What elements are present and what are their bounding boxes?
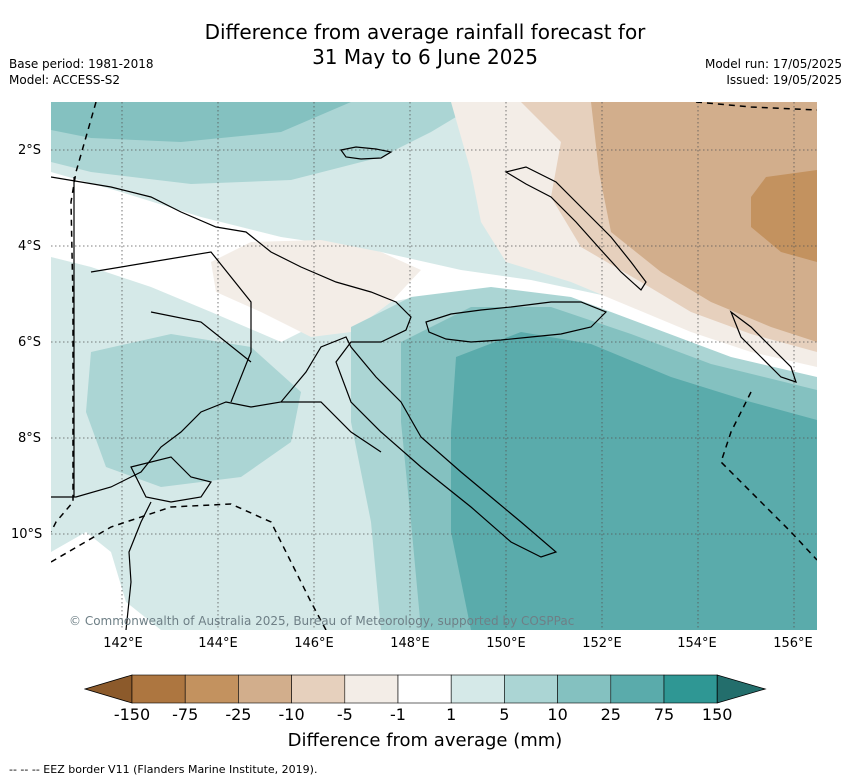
eez-footnote: -- -- -- EEZ border V11 (Flanders Marine… — [9, 763, 318, 776]
map-title-line2: 31 May to 6 June 2025 — [312, 45, 538, 69]
colorbar-segment — [610, 674, 665, 704]
graticule — [51, 102, 817, 630]
colorbar-segment — [238, 674, 292, 704]
band-10-25-northwest — [51, 102, 351, 142]
colorbar-segment — [131, 674, 186, 704]
colorbar-title: Difference from average (mm) — [287, 730, 563, 751]
near-average-band — [51, 172, 817, 402]
band-5-10-southwest — [86, 334, 301, 487]
colorbar-tick-label: -150 — [113, 705, 151, 724]
lon-label-152e: 152°E — [582, 636, 622, 651]
colorbar-segment — [397, 674, 452, 704]
colorbar-tick-label: 25 — [600, 705, 621, 724]
colorbar-tick-label: 150 — [701, 705, 733, 724]
lat-label-4s: 4°S — [18, 239, 42, 254]
colorbar-tick-label: -5 — [336, 705, 353, 724]
colorbar-segment — [663, 674, 718, 704]
colorbar-segment — [184, 674, 239, 704]
lat-label-10s: 10°S — [11, 527, 43, 542]
base-period-text: Base period: 1981-2018 — [9, 57, 154, 71]
colorbar-segment — [344, 674, 399, 704]
colorbar-tick-label: -1 — [390, 705, 406, 724]
map-canvas — [51, 102, 817, 630]
model-run-text: Model run: 17/05/2025 — [704, 57, 842, 71]
lat-label-2s: 2°S — [18, 143, 42, 158]
lon-label-144e: 144°E — [198, 636, 238, 651]
fly-delta-coast — [130, 456, 212, 503]
new-guinea-coast — [51, 176, 558, 558]
map-title: Difference from average rainfall forecas… — [0, 20, 850, 70]
colorbar-segment — [557, 674, 612, 704]
eez-borders — [51, 102, 817, 630]
coastlines — [51, 146, 797, 630]
borders — [73, 177, 382, 497]
lon-label-146e: 146°E — [294, 636, 334, 651]
band-25-75-southeast — [451, 332, 817, 630]
colorbar-tick-label: 1 — [446, 705, 457, 724]
colorbar-tick-label: 5 — [499, 705, 510, 724]
colorbar-tick-label: 10 — [547, 705, 568, 724]
band-neg10-neg25-east — [591, 102, 817, 342]
new-britain-coast — [425, 301, 608, 343]
lon-label-156e: 156°E — [773, 636, 813, 651]
lon-label-148e: 148°E — [390, 636, 430, 651]
colorbar-extend-low — [84, 674, 133, 704]
lon-label-142e: 142°E — [103, 636, 143, 651]
province-borders — [90, 251, 382, 453]
colorbar-tick-label: -10 — [278, 705, 305, 724]
band-neg25-neg75-east — [751, 170, 817, 262]
band-neg1-neg5-highlands — [211, 240, 421, 337]
colorbar-segment — [504, 674, 558, 704]
model-info: Base period: 1981-2018 Model: ACCESS-S2 — [9, 56, 154, 88]
copyright-text: © Commonwealth of Australia 2025, Bureau… — [69, 614, 575, 628]
colorbar-extend-high — [716, 674, 767, 704]
model-name-text: Model: ACCESS-S2 — [9, 73, 121, 87]
colorbar-segment — [450, 674, 505, 704]
new-ireland-coast — [504, 166, 647, 291]
issued-text: Issued: 19/05/2025 — [726, 73, 842, 87]
rainfall-map: © Commonwealth of Australia 2025, Bureau… — [51, 102, 817, 630]
colorbar-segment — [291, 674, 346, 704]
colorbar-tick-label: -75 — [172, 705, 199, 724]
lon-label-154e: 154°E — [677, 636, 717, 651]
lat-label-6s: 6°S — [18, 335, 42, 350]
lon-label-150e: 150°E — [486, 636, 526, 651]
bougainville-coast — [729, 310, 797, 383]
colorbar-tick-label: 75 — [653, 705, 675, 724]
lat-label-8s: 8°S — [18, 431, 42, 446]
near-average-cape — [51, 532, 161, 630]
map-title-line1: Difference from average rainfall forecas… — [204, 20, 646, 44]
colorbar — [84, 674, 767, 704]
colorbar-tick-label: -25 — [225, 705, 252, 724]
manus-island — [339, 146, 393, 160]
run-info: Model run: 17/05/2025 Issued: 19/05/2025 — [705, 56, 842, 88]
